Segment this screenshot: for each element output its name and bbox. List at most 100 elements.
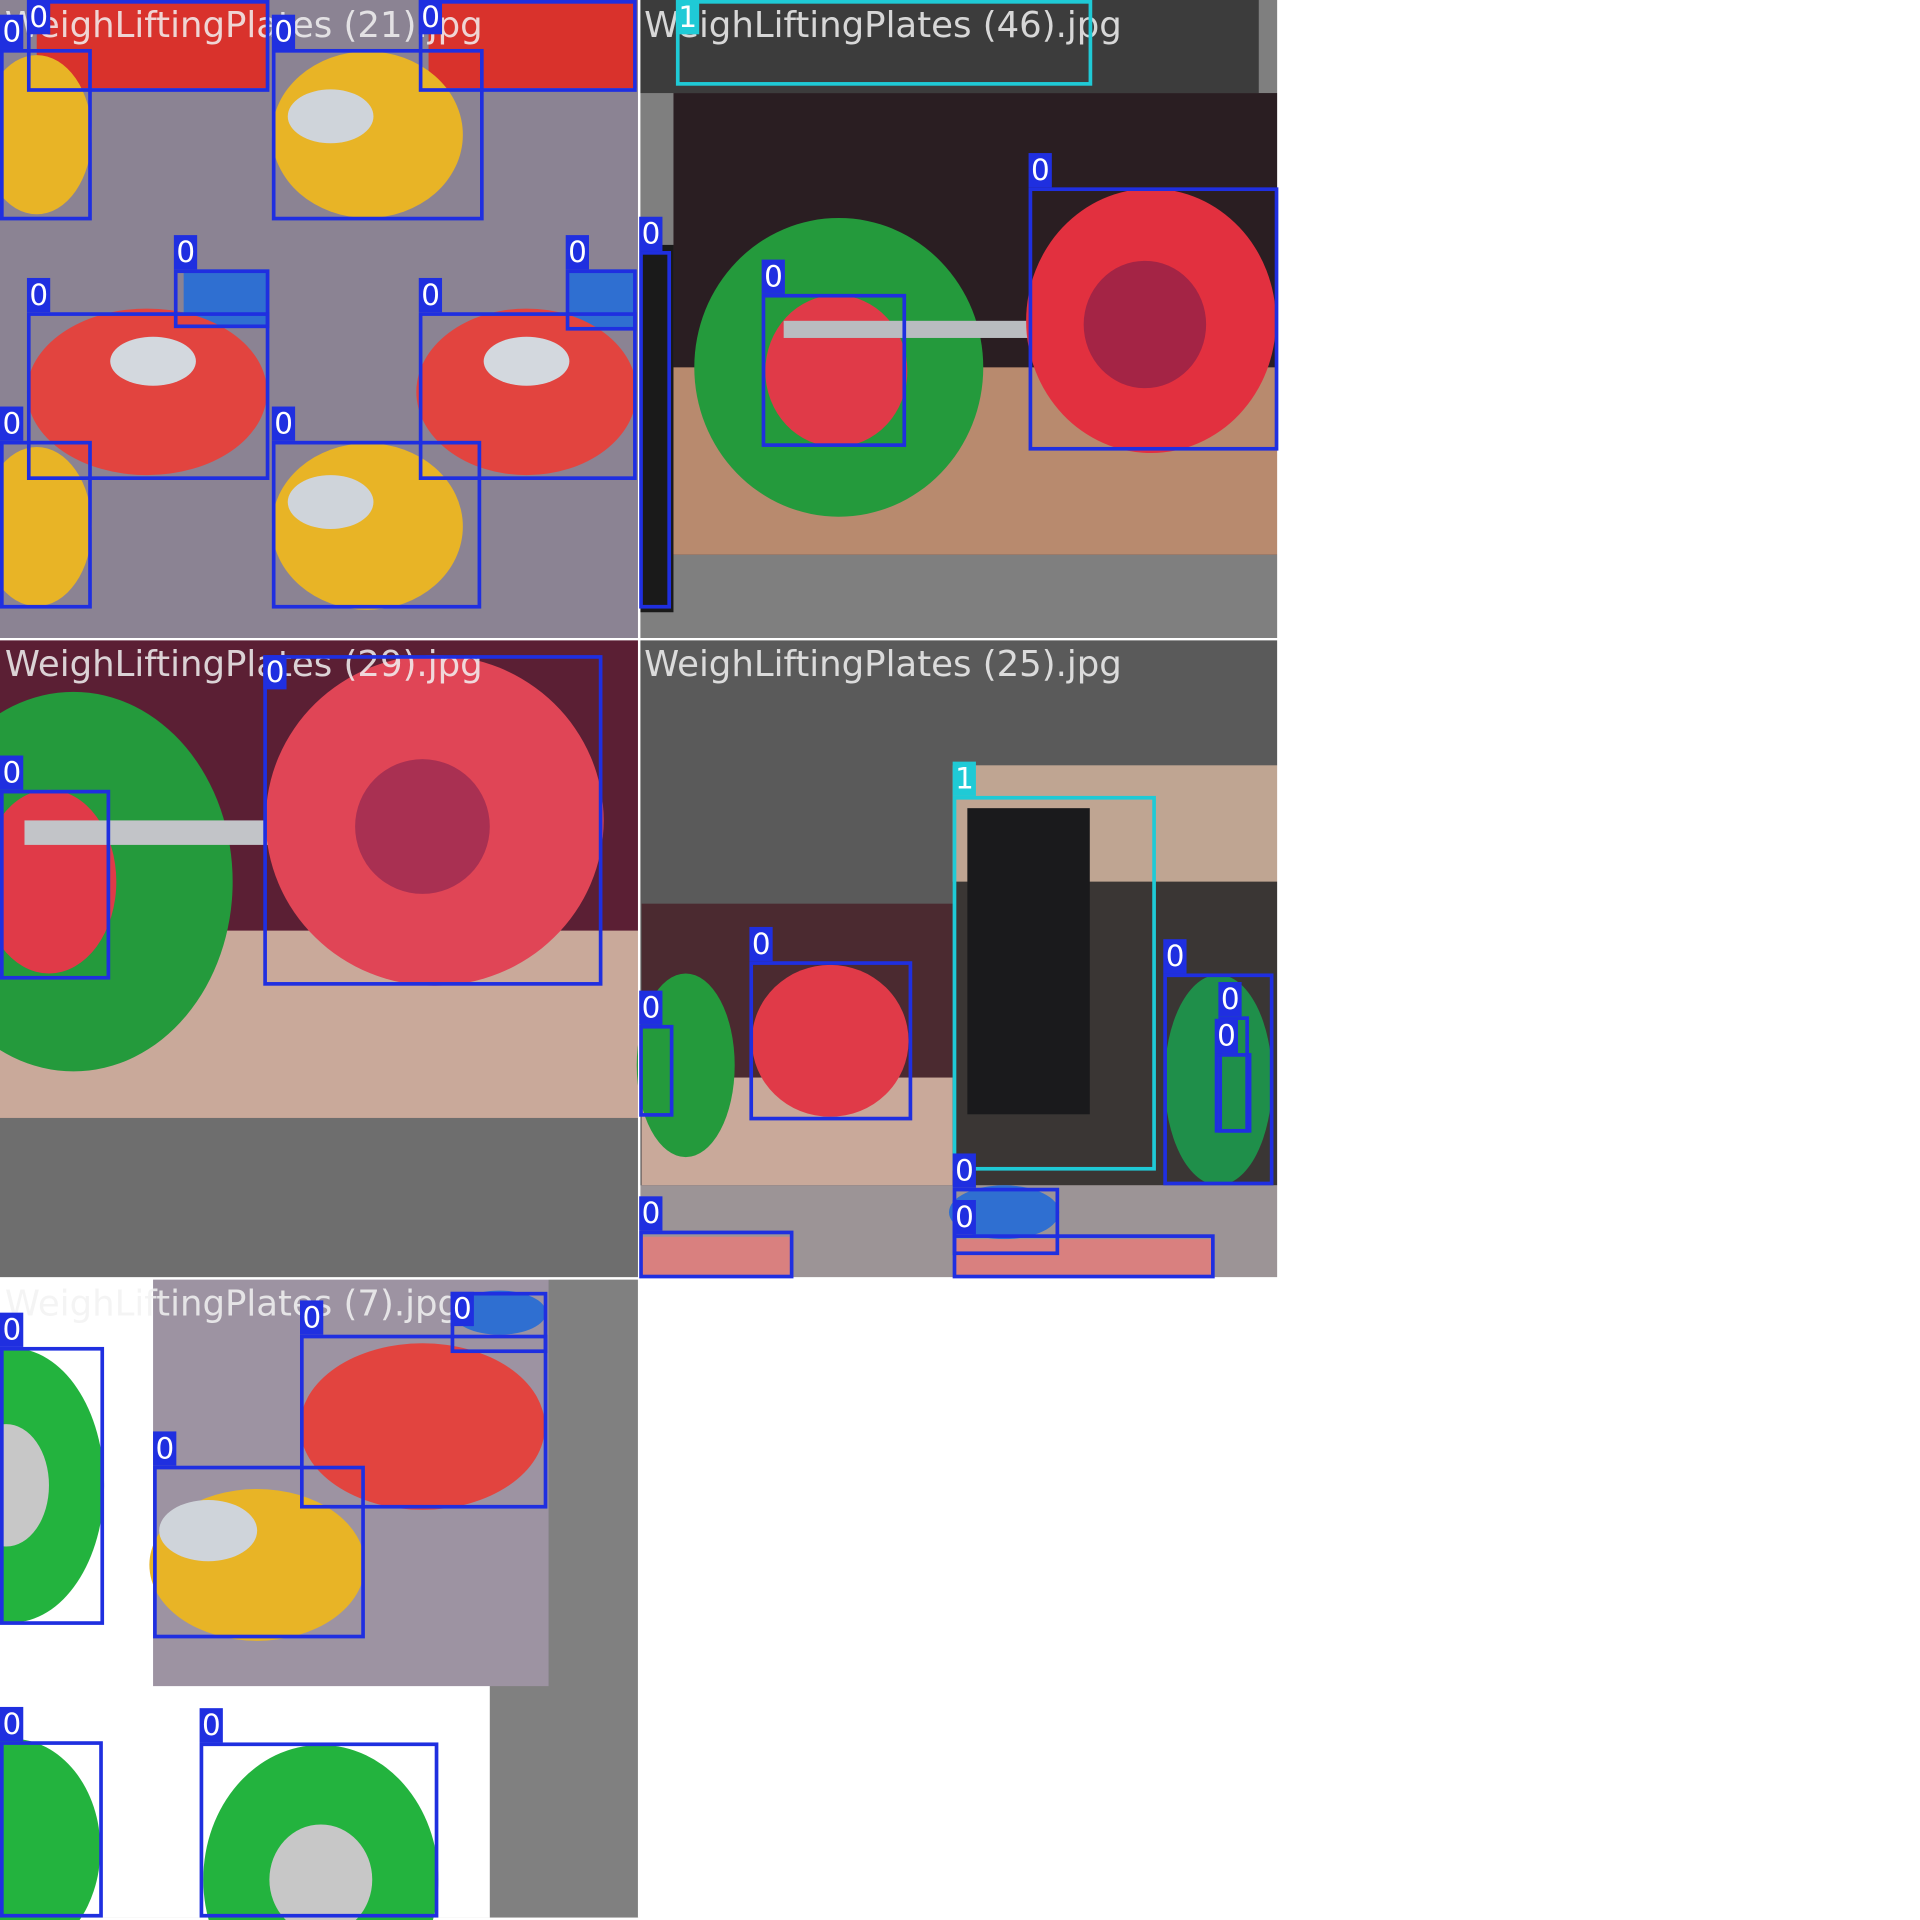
- label-background: [300, 1300, 324, 1335]
- label-background: [26, 0, 51, 35]
- class-label: 0: [2, 1707, 21, 1741]
- class-label: 0: [955, 1200, 974, 1234]
- label-background: [271, 14, 296, 49]
- tile-image: [0, 639, 640, 1279]
- class-label: 0: [2, 406, 21, 440]
- class-label: 0: [274, 406, 293, 440]
- bounding-box: [418, 0, 637, 92]
- class-label: 0: [642, 1196, 661, 1230]
- class-label: 0: [421, 0, 440, 34]
- label-background: [0, 406, 24, 441]
- bounding-box: [263, 655, 603, 986]
- tile-image: [0, 0, 640, 640]
- class-label: 0: [955, 1153, 974, 1187]
- class-label: 0: [642, 990, 661, 1024]
- bounding-box: [26, 0, 270, 92]
- label-background: [271, 406, 296, 441]
- bounding-box: [0, 1741, 103, 1918]
- bounding-box: [26, 312, 270, 480]
- label-background: [761, 259, 785, 294]
- class-label: 0: [2, 755, 21, 789]
- bounding-box: [0, 48, 92, 221]
- bounding-box: [639, 251, 672, 609]
- label-background: [0, 755, 24, 790]
- label-background: [639, 1196, 663, 1231]
- class-label: 0: [1217, 1019, 1236, 1053]
- image-filename: WeighLiftingPlates (21).jpg: [5, 5, 483, 46]
- label-background: [639, 990, 663, 1025]
- class-label: 0: [176, 235, 195, 269]
- class-label: 0: [2, 15, 21, 49]
- class-label: 0: [302, 1300, 321, 1334]
- bounding-box: [271, 48, 484, 221]
- label-background: [952, 761, 976, 796]
- bounding-box: [153, 1465, 365, 1639]
- bounding-box: [0, 1346, 105, 1625]
- class-label: 0: [29, 278, 48, 312]
- class-label: 0: [764, 259, 783, 293]
- bounding-box: [749, 961, 913, 1121]
- bounding-box: [639, 1230, 794, 1279]
- tile-image: [0, 1278, 640, 1920]
- bounding-box: [675, 0, 1093, 86]
- class-label: 0: [274, 15, 293, 49]
- bounding-box: [565, 269, 637, 331]
- label-background: [1218, 982, 1242, 1017]
- class-label: 0: [642, 217, 661, 251]
- bounding-box: [271, 440, 482, 609]
- class-label: 0: [568, 235, 587, 269]
- label-background: [263, 655, 287, 690]
- class-label: 0: [202, 1708, 221, 1742]
- label-background: [675, 0, 700, 35]
- label-background: [952, 1200, 976, 1235]
- image-filename: WeighLiftingPlates (25).jpg: [644, 644, 1122, 685]
- class-label: 0: [2, 1313, 21, 1347]
- tile-image: [639, 0, 1279, 640]
- bounding-box: [952, 795, 1156, 1171]
- label-background: [0, 1706, 24, 1742]
- label-background: [153, 1431, 177, 1466]
- bounding-box: [1028, 187, 1279, 451]
- label-background: [565, 235, 589, 270]
- class-label: 0: [266, 655, 285, 689]
- class-label: 1: [955, 762, 974, 796]
- label-background: [199, 1708, 223, 1743]
- class-label: 0: [453, 1292, 472, 1326]
- label-background: [639, 216, 663, 252]
- class-label: 0: [156, 1431, 175, 1465]
- bounding-box: [1214, 1053, 1252, 1133]
- image-filename: WeighLiftingPlates (29).jpg: [5, 644, 483, 685]
- class-label: 0: [1031, 153, 1050, 187]
- label-background: [0, 1312, 24, 1347]
- label-background: [1163, 939, 1187, 974]
- class-label: 0: [1166, 939, 1185, 973]
- label-background: [1214, 1018, 1238, 1054]
- label-background: [418, 0, 443, 35]
- bounding-box: [199, 1742, 439, 1918]
- class-label: 0: [1221, 982, 1240, 1016]
- bounding-box: [1163, 973, 1274, 1186]
- class-label: 0: [752, 927, 771, 961]
- bounding-box: [300, 1334, 548, 1509]
- label-background: [1028, 153, 1052, 188]
- label-background: [0, 14, 24, 49]
- label-background: [418, 277, 443, 313]
- label-background: [173, 235, 198, 270]
- bounding-box: [173, 269, 270, 329]
- class-label: 0: [421, 278, 440, 312]
- image-filename: WeighLiftingPlates (7).jpg: [5, 1283, 460, 1324]
- class-label: 1: [678, 0, 697, 34]
- label-background: [26, 277, 51, 313]
- bounding-box: [418, 312, 637, 480]
- label-background: [952, 1153, 976, 1188]
- label-background: [450, 1291, 474, 1327]
- image-filename: WeighLiftingPlates (46).jpg: [644, 5, 1122, 46]
- bounding-box: [0, 440, 92, 609]
- bounding-box: [952, 1234, 1215, 1279]
- label-background: [749, 926, 773, 962]
- bounding-box: [639, 1024, 674, 1117]
- class-label: 0: [29, 0, 48, 34]
